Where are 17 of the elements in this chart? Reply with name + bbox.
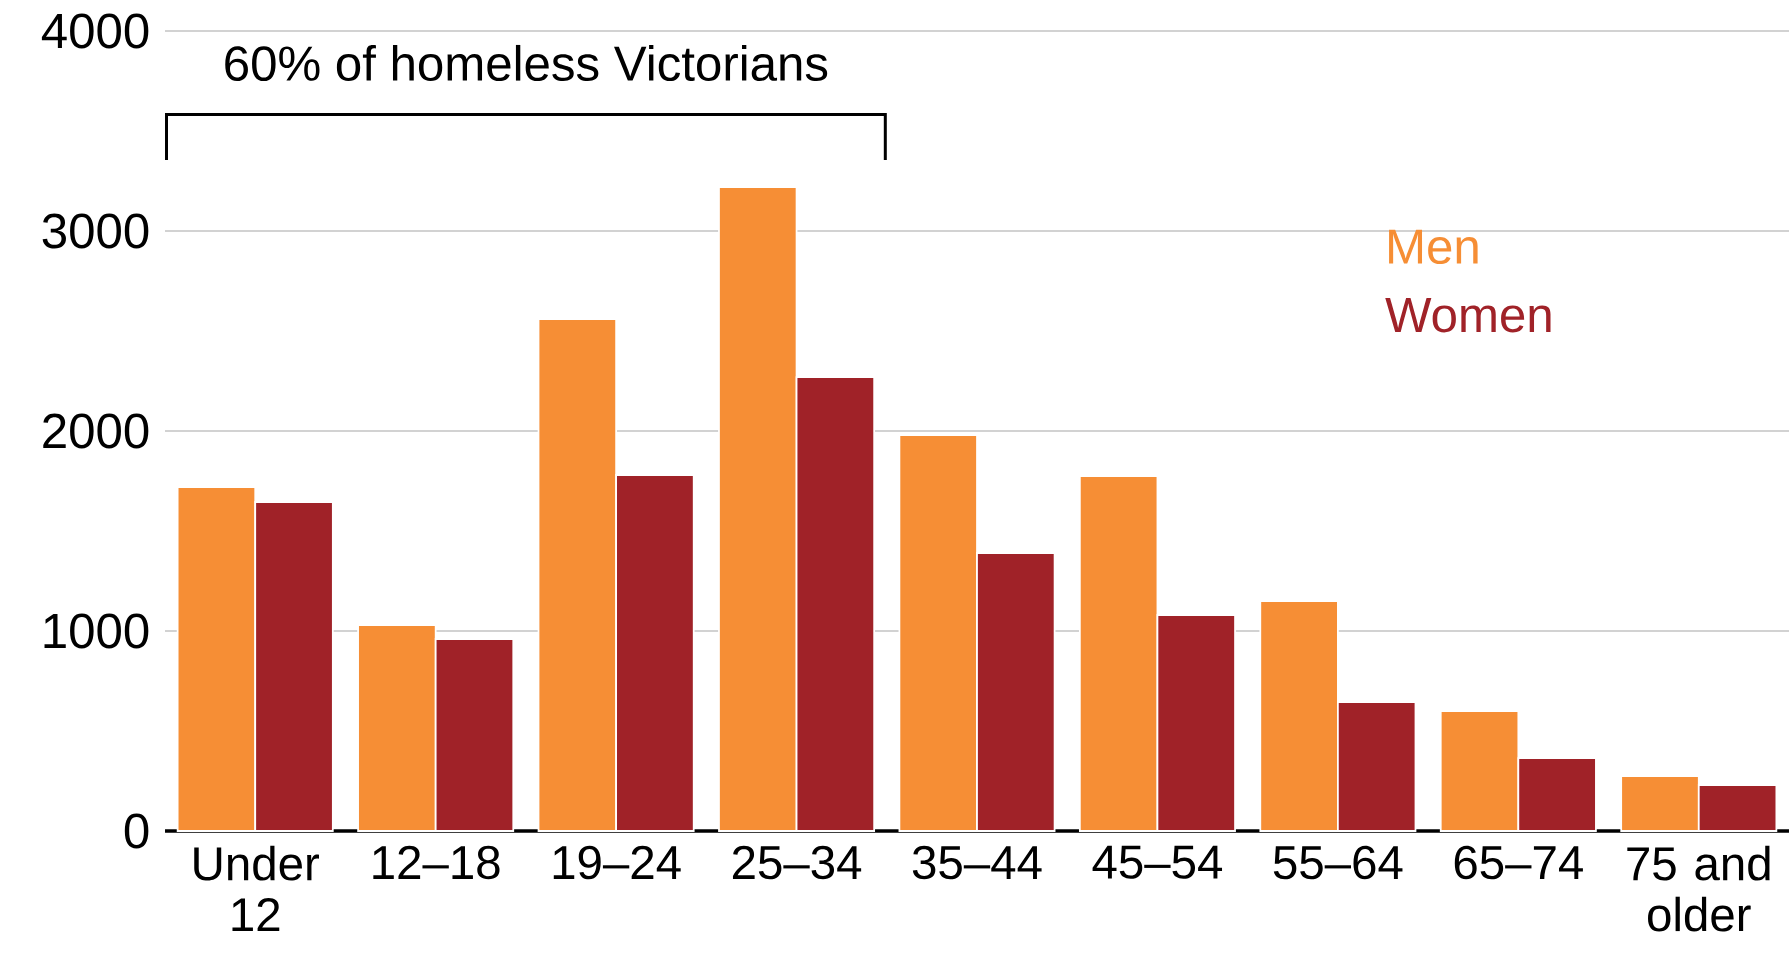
x-tick-label: 55–64: [1273, 845, 1403, 880]
y-tick-label: 0: [124, 813, 149, 849]
x-tick-label: Under 12: [194, 845, 320, 932]
y-tick-label: 4000: [41, 13, 149, 49]
x-tick-label: 19–24: [553, 845, 681, 880]
x-tick-label: 75 and older: [1627, 845, 1770, 932]
x-tick-label: 65–74: [1454, 845, 1583, 880]
x-tick-label: 25–34: [732, 845, 862, 880]
y-tick-label: 2000: [43, 413, 149, 449]
annotation: 60% of homeless Victorians: [225, 44, 828, 82]
y-tick-label: 1000: [44, 613, 149, 649]
text: Men: [1389, 229, 1478, 265]
x-tick-label: 35–44: [912, 845, 1042, 880]
x-tick-label: 45–54: [1092, 845, 1223, 879]
y-tick-label: 3000: [42, 213, 149, 249]
text: Women: [1385, 298, 1551, 333]
x-tick-label: 12–18: [373, 845, 500, 880]
